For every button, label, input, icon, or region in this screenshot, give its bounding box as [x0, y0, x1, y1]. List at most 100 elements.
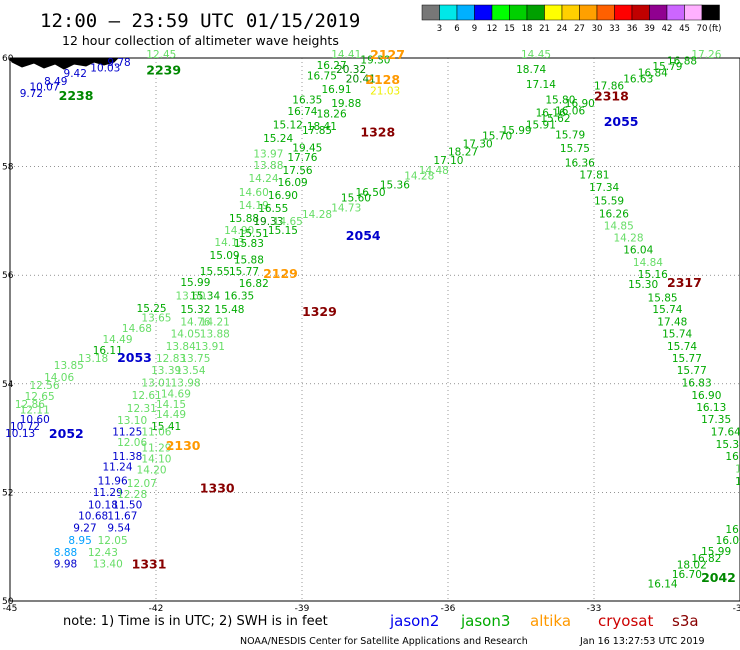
pass-time-label: 2238: [59, 88, 94, 103]
pass-time-label: 2127: [370, 47, 405, 62]
wave-height-label: 13.39: [151, 365, 181, 377]
wave-height-label: 12.11: [20, 405, 50, 417]
wave-height-label: 20.32: [336, 64, 366, 76]
wave-height-label: 15.32: [180, 304, 210, 316]
scale-swatch: [561, 4, 580, 21]
wave-height-label: 17.76: [287, 152, 317, 164]
wave-height-label: 13.91: [195, 341, 225, 353]
wave-height-label: 13.88: [200, 329, 230, 341]
wave-height-label: 17.30: [463, 139, 493, 151]
pass-time-label: 2129: [263, 266, 298, 281]
wave-height-label: 14.28: [302, 209, 332, 221]
wave-height-label: 15.74: [667, 341, 697, 353]
wave-height-label: 12.86: [15, 399, 45, 411]
wave-height-label: 16.13: [696, 402, 726, 414]
wave-height-label: 10.68: [78, 511, 108, 523]
wave-height-label: 13.85: [54, 360, 84, 372]
wave-height-label: 13.40: [93, 558, 123, 570]
wave-height-label: 16.27: [317, 60, 347, 72]
scale-swatch: [701, 4, 720, 21]
lat-tick-label: 54: [2, 380, 14, 390]
axis-tick-labels: -45 -42 -39 -36 -33 -30 60 58 56 54 52 50: [2, 54, 740, 614]
wave-height-label: 15.88: [229, 213, 259, 225]
wave-height-label: 9.78: [107, 57, 130, 69]
map-title: 12:00 – 23:59 UTC 01/15/2019: [40, 10, 360, 32]
wave-height-label: 17.34: [589, 182, 619, 194]
lat-tick-label: 56: [2, 271, 14, 281]
wave-height-label: 15.41: [151, 421, 181, 433]
wave-height-label: 16.82: [239, 278, 269, 290]
wave-height-label: 14.06: [44, 372, 74, 384]
scale-tick-label: 42: [662, 24, 673, 34]
wave-height-label: 14.49: [156, 409, 186, 421]
lon-tick-label: -45: [3, 604, 18, 614]
wave-height-label: 17.56: [283, 165, 313, 177]
wave-height-label: 15.62: [540, 113, 570, 125]
wave-height-label: 15.60: [341, 192, 371, 204]
wave-height-label: 14.73: [331, 203, 361, 215]
scale-tick-label: 21: [539, 24, 550, 34]
wave-height-label: 15.99: [180, 277, 210, 289]
wave-height-label: 14.48: [419, 165, 449, 177]
pass-time-label: 2128: [365, 72, 400, 87]
satellite-legend-entry: jason3: [460, 612, 510, 630]
wave-height-label: 16.91: [321, 84, 351, 96]
wave-height-label: 13.65: [141, 312, 171, 324]
wave-height-label: 15.91: [526, 120, 556, 132]
lon-tick-label: -42: [149, 604, 164, 614]
wave-height-label: 14.28: [404, 171, 434, 183]
wave-height-label: 14.19: [239, 200, 269, 212]
lat-tick-label: 52: [2, 488, 13, 498]
wave-height-label: 15.74: [652, 304, 682, 316]
scale-tick-label: 36: [627, 24, 638, 34]
wave-height-label: 14.85: [604, 221, 634, 233]
wave-height-label: 19.88: [331, 98, 361, 110]
scale-tick-label: 70: [697, 24, 708, 34]
footer-credit: NOAA/NESDIS Center for Satellite Applica…: [240, 636, 528, 647]
wave-height-label: 15.99: [502, 125, 532, 137]
wave-height-label: 16.88: [667, 56, 697, 68]
wave-height-label: 16.: [725, 524, 740, 536]
wave-height-label: 15.36: [380, 179, 410, 191]
scale-swatch: [526, 4, 545, 21]
wave-height-label: 10.07: [29, 82, 59, 94]
wave-height-label: 15.70: [482, 130, 512, 142]
pass-time-label: 2052: [49, 426, 84, 441]
pass-time-label: 2317: [667, 275, 702, 290]
scale-tick-label: 27: [574, 24, 585, 34]
wave-height-label: 16.90: [565, 98, 595, 110]
wave-height-label: 15.75: [560, 143, 590, 155]
satellite-legend-entry: altika: [530, 612, 571, 630]
map-subtitle: 12 hour collection of altimeter wave hei…: [62, 33, 339, 48]
wave-height-label: 14.45: [521, 49, 551, 61]
wave-height-label: 15.24: [263, 133, 293, 145]
scale-swatch: [474, 4, 493, 21]
wave-height-label: 17.26: [691, 49, 721, 61]
wave-height-label: 16.83: [682, 378, 712, 390]
wave-height-label: 19.30: [360, 54, 390, 66]
wave-height-label: 17.85: [302, 125, 332, 137]
satellite-legend-entry: jason2: [389, 612, 439, 630]
pass-time-label: 1331: [132, 556, 167, 571]
wave-height-label: 16.06: [555, 105, 585, 117]
wave-height-label: 15.88: [234, 254, 264, 266]
pass-time-labels: 2239 2238 2127 2128 2318 2055 1328 2054 2129 2317…: [49, 47, 736, 585]
footer-timestamp: Jan 16 13:27:53 UTC 2019: [579, 636, 705, 647]
wave-height-label: 15.16: [638, 269, 668, 281]
wave-height-label: 14.49: [102, 334, 132, 346]
wave-height-label: 13.18: [78, 353, 108, 365]
wave-height-label: 8.95: [68, 535, 91, 547]
scale-tick-label: 18: [522, 24, 533, 34]
wave-height-label: 16.90: [268, 190, 298, 202]
wave-height-label: 17.14: [526, 79, 556, 91]
wave-height-label: 10.03: [90, 63, 120, 75]
scale-swatch: [456, 4, 475, 21]
wave-height-label: 15.30: [628, 279, 658, 291]
wave-height-label: 9.98: [54, 558, 77, 570]
pass-time-label: 1328: [360, 125, 395, 140]
wave-height-label: 18.26: [317, 109, 347, 121]
wave-height-label: 13.60: [175, 291, 205, 303]
pass-time-label: 2054: [346, 228, 381, 243]
wave-height-label: 12.07: [127, 478, 157, 490]
wave-height-label: 14.84: [633, 257, 663, 269]
